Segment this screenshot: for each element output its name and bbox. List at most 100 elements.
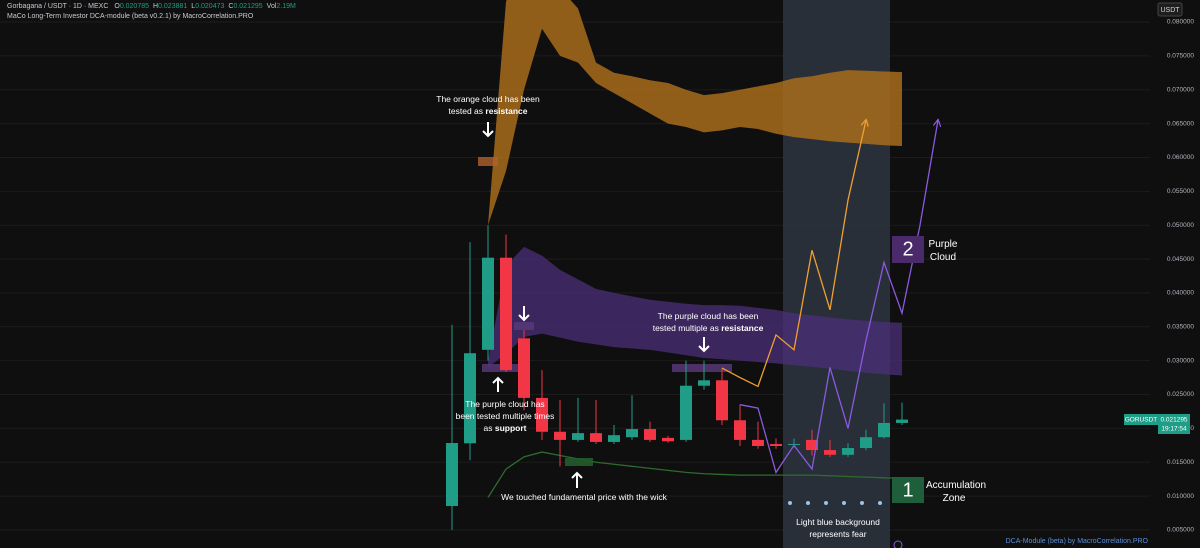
highlight bbox=[478, 157, 498, 166]
annotation-text: The purple cloud has been tested multipl… bbox=[652, 311, 759, 333]
cloud-layer bbox=[488, 0, 902, 376]
axis-layer: 0.0050000.0100000.0150000.0200000.025000… bbox=[1167, 19, 1194, 534]
zone-box bbox=[892, 477, 924, 503]
candle-body bbox=[878, 422, 890, 438]
candle-body bbox=[644, 429, 656, 440]
candle-body bbox=[554, 431, 566, 440]
candle-body bbox=[842, 448, 854, 455]
y-tick-label: 0.045000 bbox=[1167, 256, 1194, 263]
annotation: The purple cloud has been tested multipl… bbox=[647, 310, 769, 334]
icon bbox=[893, 540, 903, 548]
annotation-text: The orange cloud has been tested as bbox=[436, 94, 540, 116]
price-tag-price: 0.021295 bbox=[1160, 417, 1187, 424]
price-tag-bg bbox=[1158, 414, 1190, 434]
ohlc-value: 0.023881 bbox=[158, 3, 188, 10]
y-tick-label: 0.070000 bbox=[1167, 86, 1194, 93]
y-tick-label: 0.025000 bbox=[1167, 391, 1194, 398]
y-tick-label: 0.050000 bbox=[1167, 222, 1194, 229]
candle-body bbox=[770, 443, 782, 446]
cloud bbox=[488, 0, 902, 226]
ohlc-label: H bbox=[153, 3, 159, 10]
y-tick-label: 0.075000 bbox=[1167, 53, 1194, 60]
annotation-bold: support bbox=[494, 423, 527, 433]
candle-body bbox=[896, 419, 908, 423]
annotation: The purple cloud has been tested multipl… bbox=[455, 398, 555, 434]
annotation-bold: resistance bbox=[485, 106, 528, 116]
candle-body bbox=[716, 380, 728, 421]
annotation-bold: resistance bbox=[721, 323, 764, 333]
y-tick-label: 0.035000 bbox=[1167, 324, 1194, 331]
projection-line bbox=[721, 120, 866, 388]
candle-body bbox=[806, 439, 818, 451]
candle-body bbox=[734, 420, 746, 440]
candle-body bbox=[518, 338, 530, 398]
candle-body bbox=[446, 443, 458, 507]
y-tick-label: 0.010000 bbox=[1167, 493, 1194, 500]
y-tick-label: 0.060000 bbox=[1167, 154, 1194, 161]
projection-line bbox=[739, 120, 938, 474]
y-tick-label: 0.040000 bbox=[1167, 290, 1194, 297]
highlight bbox=[514, 322, 534, 330]
ohlc-label: O bbox=[114, 3, 120, 10]
candle-body bbox=[626, 429, 638, 438]
arrows bbox=[482, 122, 710, 488]
indicator-name: MaCo Long-Term Investor DCA-module (beta… bbox=[7, 13, 254, 20]
candle-body bbox=[608, 435, 620, 442]
ohlc-label: L bbox=[191, 3, 196, 10]
zone-number: 2 bbox=[902, 238, 913, 260]
y-tick-label: 0.030000 bbox=[1167, 357, 1194, 364]
annotation: The orange cloud has been tested as resi… bbox=[433, 93, 543, 117]
candle-body bbox=[482, 257, 494, 350]
grid-layer bbox=[0, 21, 1150, 531]
annotation-text: Light blue background represents fear bbox=[796, 517, 880, 539]
y-tick-label: 0.065000 bbox=[1167, 120, 1194, 127]
candle-body bbox=[752, 439, 764, 446]
y-tick-label: 0.055000 bbox=[1167, 188, 1194, 195]
candle-body bbox=[536, 397, 548, 432]
candle-body bbox=[698, 380, 710, 386]
ohlc-value: 0.021295 bbox=[233, 3, 263, 10]
candle-body bbox=[572, 433, 584, 440]
candle-body bbox=[590, 433, 602, 442]
cloud bbox=[488, 246, 902, 376]
annotation-text: The purple cloud has been tested multipl… bbox=[455, 399, 555, 433]
annotation: Light blue background represents fear bbox=[790, 516, 886, 540]
currency-button[interactable] bbox=[1157, 2, 1183, 17]
price-tag-symbol-bg bbox=[1124, 414, 1158, 425]
line-layer bbox=[487, 451, 903, 498]
ohlc-value: 2.19M bbox=[276, 3, 296, 10]
footer: DCA-Module (beta) by MacroCorrelation.PR… bbox=[1006, 538, 1149, 545]
annotation: We touched fundamental price with the wi… bbox=[494, 491, 674, 503]
fundamental-line bbox=[487, 451, 903, 498]
zone-label: Purple Cloud bbox=[928, 239, 958, 263]
zone-label: Accumulation Zone bbox=[926, 480, 987, 504]
candle-body bbox=[860, 437, 872, 449]
y-tick-label: 0.080000 bbox=[1167, 19, 1194, 26]
candle-body bbox=[464, 353, 476, 444]
price-tag-symbol: GORUSDT bbox=[1125, 417, 1158, 424]
candle-body bbox=[500, 257, 512, 371]
candle-body bbox=[680, 385, 692, 440]
symbol-title: Gorbagana / USDT · 1D · MEXC bbox=[7, 3, 109, 10]
currency-button-label[interactable]: USDT bbox=[1160, 7, 1180, 14]
price-tag-countdown: 19:17:54 bbox=[1161, 426, 1187, 433]
fear-dots bbox=[788, 501, 882, 505]
zone-number: 1 bbox=[902, 479, 913, 501]
ohlc-label: Vol bbox=[266, 3, 277, 10]
candle-body bbox=[662, 437, 674, 442]
y-tick-label: 0.005000 bbox=[1167, 527, 1194, 534]
zone-box bbox=[892, 236, 924, 263]
candle-layer bbox=[446, 225, 908, 530]
projection-layer bbox=[721, 120, 938, 474]
ohlc-value: 0.020785 bbox=[119, 3, 150, 10]
header: Gorbagana / USDT · 1D · MEXC O0.020785 H0… bbox=[7, 3, 296, 10]
highlight bbox=[565, 458, 593, 466]
annotation-text: We touched fundamental price with the wi… bbox=[501, 492, 667, 502]
candle-body bbox=[824, 450, 836, 455]
y-tick-label: 0.015000 bbox=[1167, 459, 1194, 466]
highlight bbox=[672, 364, 732, 372]
ohlc: O0.020785 H0.023881 L0.020473 C0.021295 Vol2… bbox=[110, 3, 296, 10]
ohlc-label: C bbox=[228, 3, 234, 10]
